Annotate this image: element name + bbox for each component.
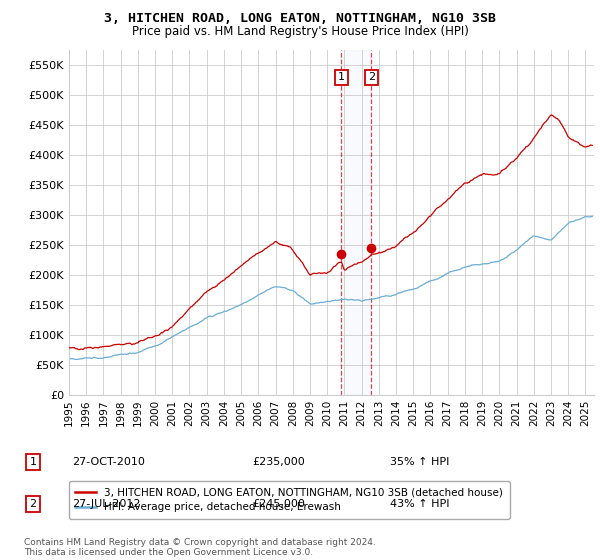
Legend: 3, HITCHEN ROAD, LONG EATON, NOTTINGHAM, NG10 3SB (detached house), HPI: Average: 3, HITCHEN ROAD, LONG EATON, NOTTINGHAM,…: [69, 481, 509, 519]
Text: 2: 2: [29, 499, 37, 509]
Text: 1: 1: [338, 72, 345, 82]
Text: 2: 2: [368, 72, 375, 82]
Text: 3, HITCHEN ROAD, LONG EATON, NOTTINGHAM, NG10 3SB: 3, HITCHEN ROAD, LONG EATON, NOTTINGHAM,…: [104, 12, 496, 25]
Text: 27-JUL-2012: 27-JUL-2012: [72, 499, 140, 509]
Text: 1: 1: [29, 457, 37, 467]
Text: 27-OCT-2010: 27-OCT-2010: [72, 457, 145, 467]
Text: Contains HM Land Registry data © Crown copyright and database right 2024.
This d: Contains HM Land Registry data © Crown c…: [24, 538, 376, 557]
Text: Price paid vs. HM Land Registry's House Price Index (HPI): Price paid vs. HM Land Registry's House …: [131, 25, 469, 38]
Text: 43% ↑ HPI: 43% ↑ HPI: [390, 499, 449, 509]
Text: £245,000: £245,000: [252, 499, 305, 509]
Text: £235,000: £235,000: [252, 457, 305, 467]
Text: 35% ↑ HPI: 35% ↑ HPI: [390, 457, 449, 467]
Bar: [341, 50, 371, 395]
